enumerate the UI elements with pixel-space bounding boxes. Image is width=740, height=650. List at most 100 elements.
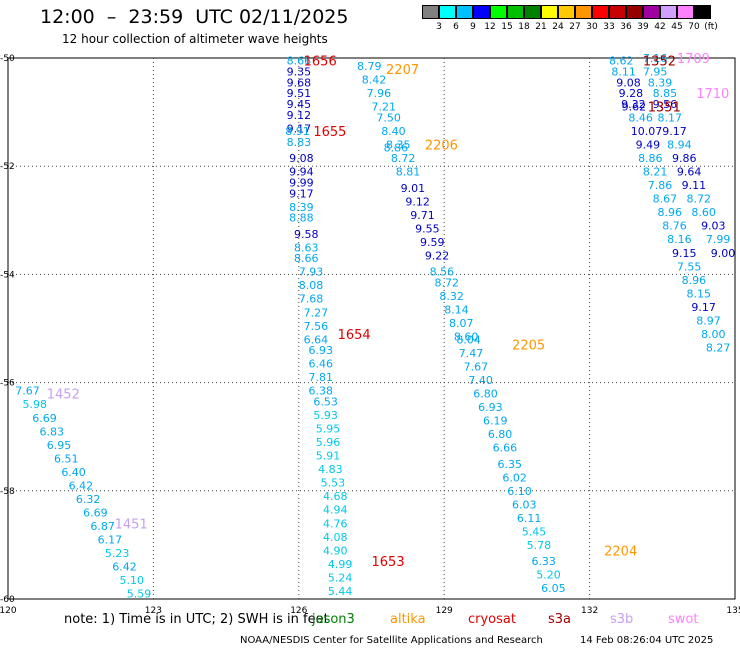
wave-height-value: 8.04	[456, 333, 481, 346]
wave-height-value: 7.56	[304, 320, 329, 333]
color-scale-tick: 39	[637, 22, 649, 32]
color-swatch	[490, 5, 507, 19]
wave-height-value: 9.99	[289, 176, 314, 189]
wave-height-value: 9.55	[415, 222, 440, 235]
wave-height-value: 8.60	[691, 206, 716, 219]
footer-timestamp: 14 Feb 08:26:04 UTC 2025	[580, 635, 714, 646]
color-swatch	[456, 5, 473, 19]
wave-height-value: 5.96	[316, 436, 341, 449]
y-tick-label: -50	[0, 54, 15, 64]
wave-height-value: 8.00	[701, 328, 726, 341]
wave-height-value: 9.03	[701, 220, 726, 233]
legend-s3b: s3b	[610, 612, 634, 627]
wave-height-value: 8.88	[289, 212, 314, 225]
wave-height-value: 4.99	[328, 558, 353, 571]
wave-height-value: 6.80	[473, 387, 498, 400]
wave-height-value: 9.64	[677, 166, 702, 179]
wave-height-value: 7.67	[464, 360, 489, 373]
footer-credit: NOAA/NESDIS Center for Satellite Applica…	[240, 635, 543, 646]
color-swatch	[694, 5, 711, 19]
wave-height-value: 9.71	[410, 209, 435, 222]
wave-height-value: 6.53	[313, 396, 338, 409]
color-swatch	[643, 5, 660, 19]
wave-height-value: 8.11	[611, 66, 636, 79]
color-swatch	[439, 5, 456, 19]
wave-height-value: 8.39	[648, 76, 673, 89]
wave-height-value: 8.07	[449, 317, 474, 330]
wave-height-value: 6.93	[308, 344, 333, 357]
color-swatch	[677, 5, 694, 19]
wave-height-value: 6.35	[498, 458, 522, 471]
wave-height-value: 6.51	[54, 452, 79, 465]
wave-height-value: 9.08	[616, 76, 641, 89]
pass-time-label: 1709	[677, 52, 710, 67]
wave-height-value: 4.83	[318, 463, 343, 476]
wave-height-value: 5.44	[328, 585, 353, 598]
color-swatch	[422, 5, 439, 19]
wave-height-value: 10.07	[631, 125, 663, 138]
wave-height-value: 4.76	[323, 517, 348, 530]
footnote: note: 1) Time is in UTC; 2) SWH is in fe…	[64, 612, 329, 627]
color-swatch	[660, 5, 677, 19]
color-scale-tick: 21	[535, 22, 547, 32]
wave-height-value: 8.63	[294, 241, 319, 254]
pass-time-label: 1654	[338, 328, 371, 343]
wave-height-value: 8.97	[696, 314, 721, 327]
wave-height-value: 6.19	[483, 414, 508, 427]
wave-height-value: 9.12	[405, 195, 430, 208]
wave-height-value: 6.03	[512, 498, 537, 511]
color-scale-tick: 24	[552, 22, 564, 32]
y-tick-label: -56	[0, 379, 15, 389]
pass-time-label: 1351	[648, 101, 681, 116]
wave-height-value: 6.02	[502, 471, 527, 484]
color-swatch	[558, 5, 575, 19]
color-scale-tick: 27	[569, 22, 581, 32]
color-scale-tick: 45	[671, 22, 683, 32]
wave-height-value: 6.10	[507, 485, 532, 498]
wave-height-value: 8.32	[439, 290, 464, 303]
pass-time-label: 1710	[696, 87, 729, 102]
wave-height-value: 7.16	[643, 52, 668, 65]
wave-height-value: 8.16	[667, 233, 692, 246]
wave-height-value: 6.93	[478, 401, 503, 414]
color-scale-tick: (ft)	[704, 22, 718, 32]
wave-height-value: 7.81	[308, 371, 333, 384]
wave-height-value: 9.56	[653, 98, 678, 111]
wave-height-value: 9.17	[691, 301, 716, 314]
legend-s3a: s3a	[548, 612, 572, 627]
x-tick-label: 132	[581, 606, 598, 616]
x-tick-label: 135	[726, 606, 740, 616]
color-swatch	[626, 5, 643, 19]
wave-height-value: 8.56	[430, 266, 455, 279]
wave-height-value: 6.80	[488, 428, 513, 441]
wave-height-value: 9.68	[287, 76, 312, 89]
wave-height-value: 5.20	[536, 569, 561, 582]
wave-height-value: 7.55	[677, 260, 702, 273]
color-scale-tick: 36	[620, 22, 632, 32]
wave-height-value: 9.49	[636, 139, 661, 152]
wave-height-value: 8.21	[643, 166, 668, 179]
wave-height-value: 8.27	[706, 341, 731, 354]
wave-height-value: 9.08	[289, 152, 314, 165]
wave-height-value: 6.46	[308, 358, 333, 371]
pass-time-label: 2206	[425, 139, 458, 154]
wave-height-value: 8.72	[391, 152, 416, 165]
wave-height-value: 5.24	[328, 571, 353, 584]
pass-time-label: 1452	[47, 387, 80, 402]
color-swatch	[541, 5, 558, 19]
legend-jason3: jason3	[312, 612, 355, 627]
legend-swot: swot	[668, 612, 699, 627]
wave-height-value: 8.66	[294, 252, 319, 265]
pass-time-label: 2207	[386, 63, 419, 78]
pass-time-label: 1656	[304, 55, 337, 70]
wave-height-value: 9.15	[672, 247, 697, 260]
color-swatch	[592, 5, 609, 19]
wave-height-value: 9.62	[622, 101, 647, 114]
x-tick-label: 126	[290, 606, 307, 616]
wave-height-value: 8.17	[657, 112, 682, 125]
wave-height-value: 5.93	[313, 409, 338, 422]
color-scale-tick: 30	[586, 22, 598, 32]
wave-height-value: 8.96	[657, 206, 682, 219]
wave-height-value: 6.83	[40, 425, 65, 438]
